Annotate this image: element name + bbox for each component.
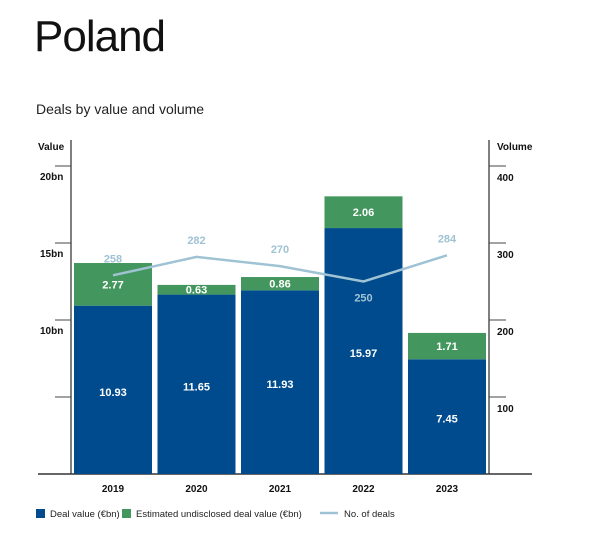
- left-tick-label: 10bn: [40, 326, 63, 337]
- right-axis-title: Volume: [497, 142, 533, 153]
- line-point-label: 270: [271, 244, 289, 256]
- chart-subtitle: Deals by value and volume: [36, 101, 205, 117]
- bar-label-undisclosed: 0.86: [269, 279, 290, 291]
- left-tick-label: 20bn: [40, 172, 63, 183]
- legend-label: No. of deals: [344, 509, 395, 520]
- x-tick-label: 2020: [185, 484, 208, 495]
- right-tick-label: 300: [497, 250, 514, 261]
- left-tick-label: 15bn: [40, 249, 63, 260]
- bar-label-deal-value: 11.93: [267, 379, 294, 391]
- right-tick-label: 400: [497, 173, 514, 184]
- legend-swatch: [36, 509, 45, 518]
- bar-undisclosed-value: [241, 277, 319, 291]
- line-point-label: 282: [187, 235, 205, 247]
- bar-undisclosed-value: [324, 196, 403, 229]
- legend-label: Deal value (€bn): [50, 509, 120, 520]
- left-axis-title: Value: [38, 142, 65, 153]
- bar-deal-value: [74, 305, 152, 474]
- bar-label-deal-value: 11.65: [183, 381, 210, 393]
- line-no-of-deals: [112, 254, 448, 283]
- x-tick-label: 2019: [102, 484, 125, 495]
- x-tick-label: 2023: [436, 484, 459, 495]
- right-tick-label: 100: [497, 404, 514, 415]
- page-title: Poland: [34, 12, 166, 61]
- bar-deal-value: [157, 294, 236, 474]
- bar-label-undisclosed: 0.63: [186, 285, 207, 297]
- right-tick-label: 200: [497, 327, 514, 338]
- bar-label-undisclosed: 2.77: [102, 279, 123, 291]
- bar-label-deal-value: 15.97: [350, 348, 378, 360]
- bar-deal-value: [324, 228, 403, 474]
- legend-label: Estimated undisclosed deal value (€bn): [136, 509, 302, 520]
- bar-label-undisclosed: 1.71: [436, 341, 457, 353]
- bar-label-deal-value: 10.93: [99, 387, 127, 399]
- bar-label-undisclosed: 2.06: [353, 207, 374, 219]
- line-point-label: 250: [354, 293, 372, 305]
- x-tick-label: 2022: [352, 484, 375, 495]
- bar-label-deal-value: 7.45: [436, 414, 457, 426]
- line-point-label: 258: [104, 253, 122, 265]
- bar-undisclosed-value: [157, 284, 236, 295]
- bar-deal-value: [408, 359, 486, 474]
- bar-undisclosed-value: [408, 332, 486, 360]
- x-tick-label: 2021: [269, 484, 292, 495]
- bar-deal-value: [241, 290, 319, 474]
- legend-swatch: [122, 509, 131, 518]
- line-point-label: 284: [438, 233, 457, 245]
